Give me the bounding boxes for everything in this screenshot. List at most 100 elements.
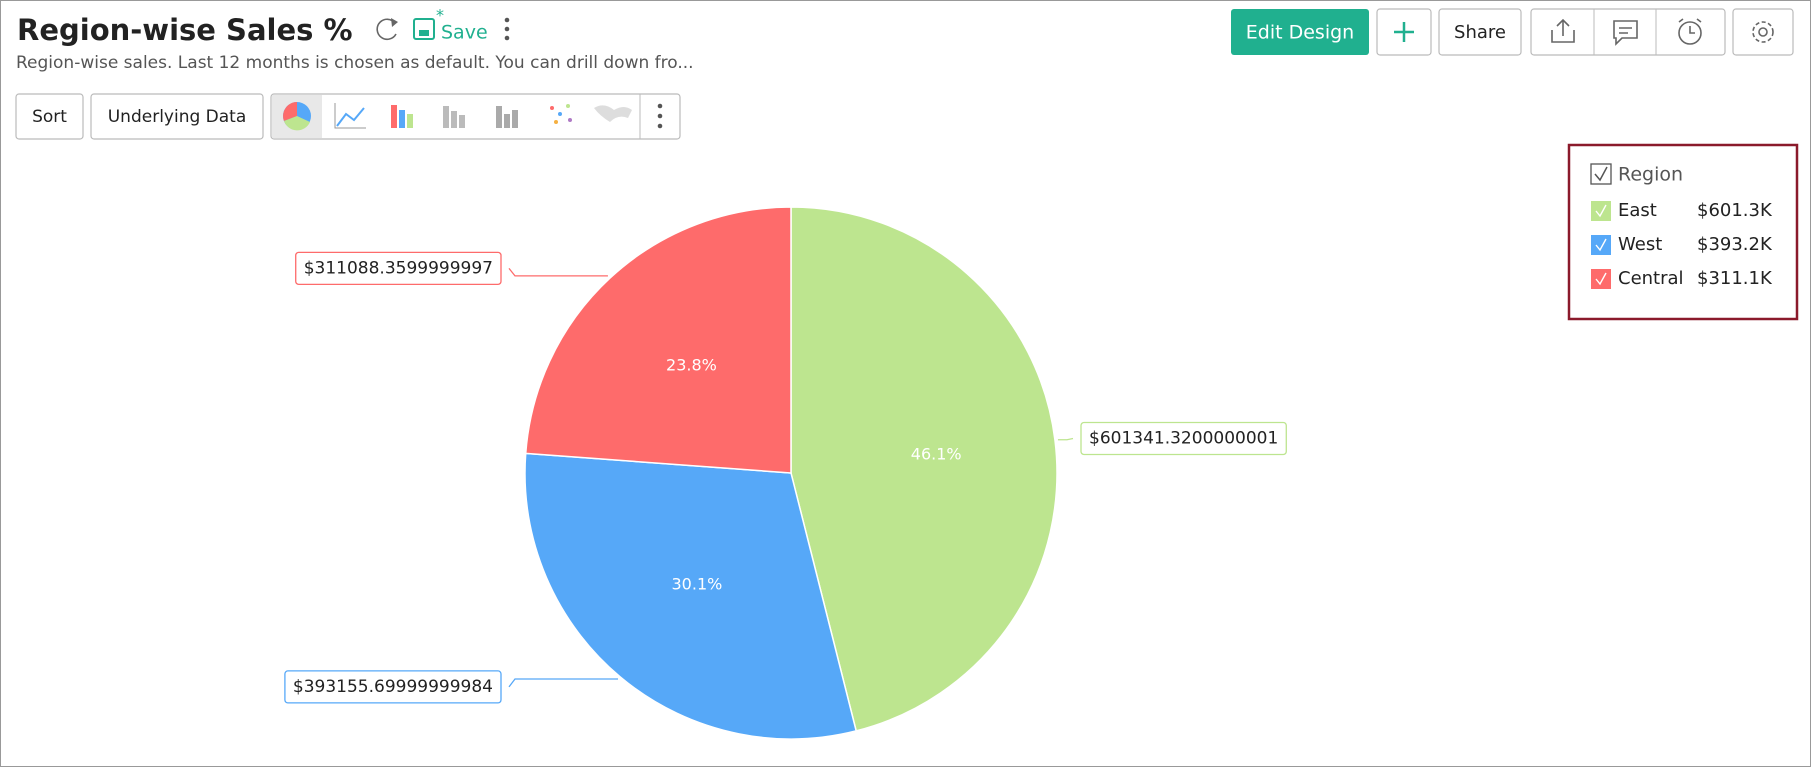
checkmark: [1595, 204, 1607, 218]
value-label: $393155.69999999984: [293, 677, 493, 697]
group-bg: [270, 93, 681, 140]
icon: [283, 102, 297, 121]
save-button[interactable]: * Save: [413, 6, 488, 44]
alarm-button[interactable]: [1678, 18, 1702, 45]
icon: [504, 114, 510, 128]
icon: [391, 105, 397, 128]
chart-more[interactable]: [657, 103, 663, 129]
combo-type[interactable]: [496, 106, 518, 128]
settings-button[interactable]: [1732, 8, 1794, 56]
underlying-data-button[interactable]: Underlying Data: [90, 93, 264, 140]
icon: [459, 115, 465, 128]
callout-box: [295, 251, 502, 286]
subtitle: Region-wise sales. Last 12 months is cho…: [16, 53, 694, 73]
icon: [594, 105, 632, 122]
dot: [657, 113, 663, 119]
checkmark: [1595, 272, 1607, 286]
icon: [334, 103, 366, 129]
callout-line: [508, 678, 619, 688]
comment-icon: [1613, 20, 1638, 46]
stacked-type[interactable]: [443, 106, 465, 128]
alarm-hands: [1678, 18, 1702, 34]
icon: [399, 110, 405, 128]
pie-slice[interactable]: [790, 206, 1058, 732]
button-label: Sort: [32, 107, 67, 127]
legend-swatch[interactable]: [1591, 201, 1611, 221]
refresh-arrow: [391, 18, 398, 27]
map-type[interactable]: [594, 105, 632, 122]
icon: [558, 112, 562, 116]
button-bg: [1732, 8, 1794, 56]
pie-chart: 46.1% $601341.3200000001 30.1% $393155.6999…: [284, 206, 1287, 740]
pie-slice[interactable]: [524, 206, 792, 474]
icon: [512, 110, 518, 128]
icon: [554, 120, 558, 124]
sort-button[interactable]: Sort: [15, 93, 84, 140]
save-label: Save: [441, 22, 488, 44]
legend: Region East $601.3K West $393.2K Central $311.…: [1567, 143, 1799, 321]
icon: [568, 118, 572, 122]
value-label: $601341.3200000001: [1089, 429, 1278, 449]
alarm-icon: [1678, 21, 1702, 45]
legend-swatch[interactable]: [1591, 235, 1611, 255]
chart-type-group: [270, 93, 681, 140]
callout-line: [1057, 437, 1074, 441]
group-bg: [1530, 8, 1726, 56]
gear-hub: [1758, 27, 1768, 37]
pie-slice[interactable]: [524, 452, 858, 740]
icon-group: [1530, 8, 1726, 56]
percent-label: 46.1%: [911, 444, 962, 463]
more-menu[interactable]: [504, 17, 510, 41]
percent-label: 30.1%: [672, 575, 723, 594]
comment-button[interactable]: [1613, 20, 1638, 46]
dot: [504, 26, 510, 32]
icon: [284, 116, 310, 131]
button-label: Underlying Data: [108, 107, 247, 127]
legend-entry: East: [1618, 200, 1657, 221]
line-type[interactable]: [334, 103, 366, 129]
pie-type[interactable]: [283, 102, 311, 131]
title: Region-wise Sales %: [17, 13, 353, 47]
add-button[interactable]: [1376, 8, 1432, 56]
button-bg: [15, 93, 84, 140]
export-icon: [1551, 18, 1575, 43]
share-button[interactable]: Share: [1438, 8, 1522, 56]
percent-label: 23.8%: [666, 355, 717, 374]
legend-title-checkbox[interactable]: [1590, 163, 1612, 185]
legend-title: Region: [1618, 164, 1683, 186]
save-star: *: [436, 6, 444, 25]
legend-value: $393.2K: [1697, 234, 1773, 255]
legend-entry: West: [1618, 234, 1662, 255]
dot: [504, 17, 510, 23]
legend-swatch[interactable]: [1591, 269, 1611, 289]
icon: [451, 111, 457, 128]
value-label: $311088.3599999997: [304, 258, 493, 278]
dot: [657, 103, 663, 109]
callout-line: [508, 267, 608, 277]
button-label: Edit Design: [1246, 22, 1354, 44]
button-label: Share: [1454, 22, 1506, 43]
callout-box: [284, 670, 502, 704]
refresh-button[interactable]: [376, 18, 398, 41]
button-bg: [1438, 8, 1522, 56]
edit-design-button[interactable]: Edit Design: [1231, 9, 1369, 55]
scatter-type[interactable]: [550, 104, 572, 124]
checkmark: [1595, 238, 1607, 252]
legend-value: $311.1K: [1697, 268, 1773, 289]
dot: [504, 35, 510, 41]
legend-value: $601.3K: [1697, 200, 1773, 221]
save-icon: [413, 18, 435, 40]
bar-type[interactable]: [391, 105, 413, 128]
icon: [407, 114, 413, 128]
refresh-icon: [376, 18, 397, 41]
dot: [657, 123, 663, 129]
button-bg: [90, 93, 264, 140]
legend-entry: Central: [1618, 268, 1684, 289]
plus-icon: [1394, 22, 1414, 42]
callout-box: [1080, 421, 1287, 456]
export-button[interactable]: [1551, 18, 1575, 43]
icon: [566, 104, 570, 108]
icon: [496, 106, 502, 128]
button-bg: [1231, 9, 1369, 55]
